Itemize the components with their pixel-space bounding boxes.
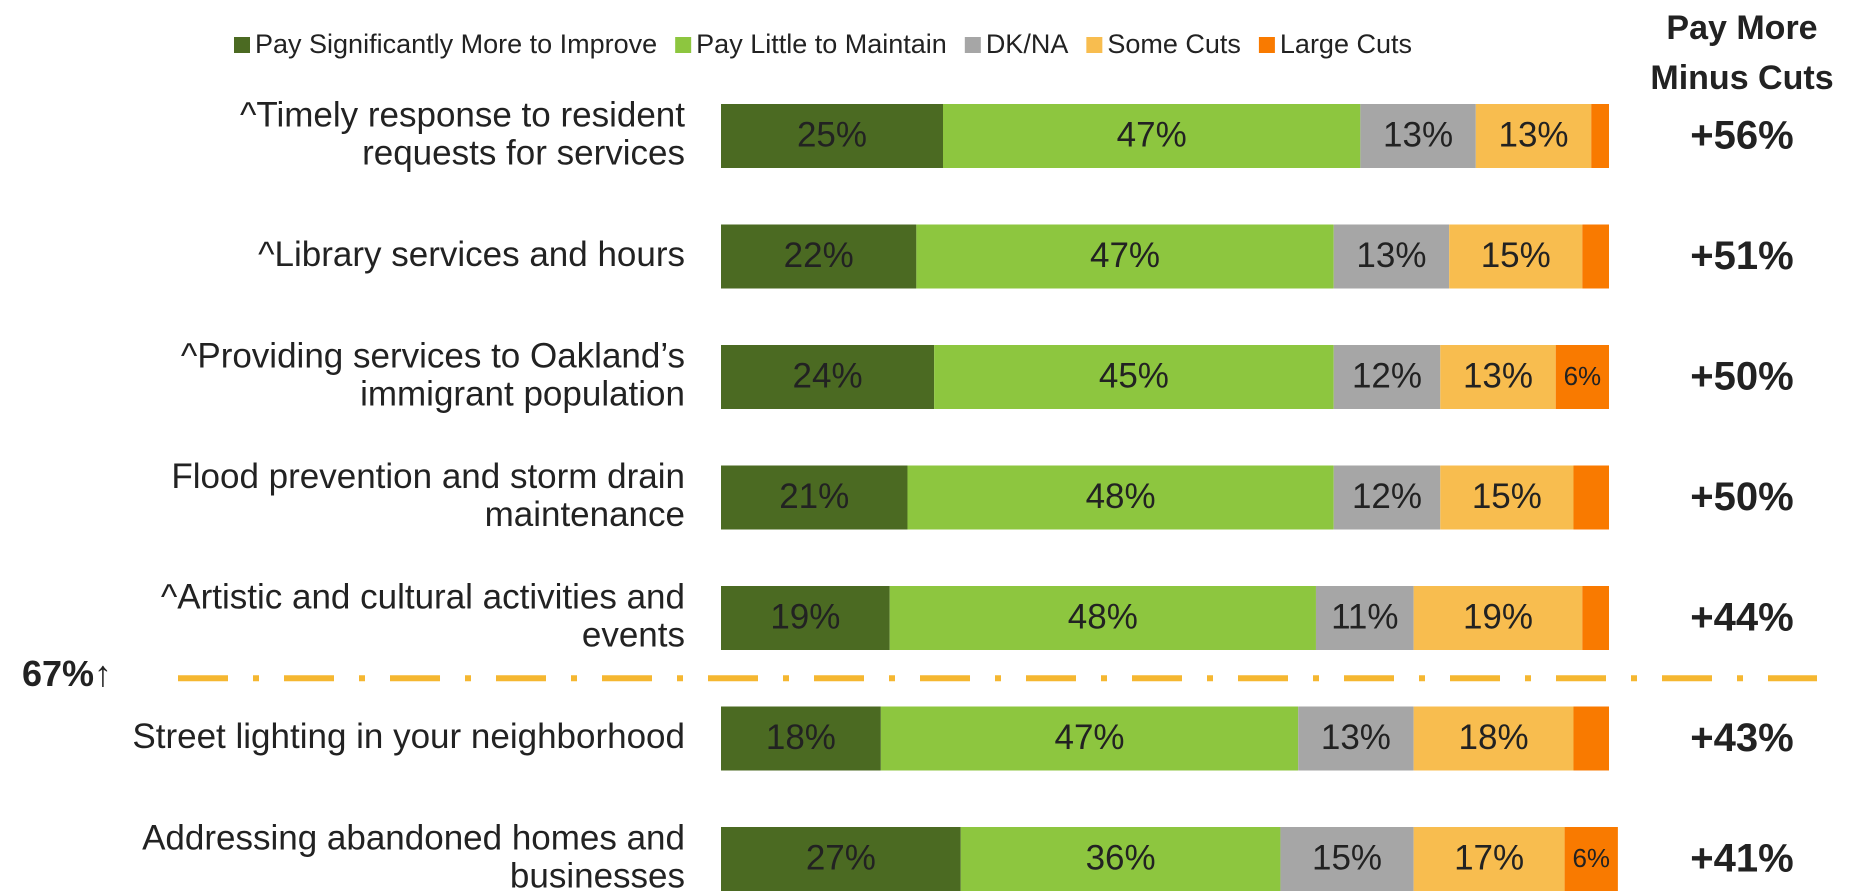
bar-segment (721, 465, 908, 530)
bar-segment (1413, 827, 1565, 891)
category-label: maintenance (485, 495, 685, 534)
data-label: 18% (1459, 718, 1529, 757)
bar-segment (1573, 706, 1609, 771)
bar-segment (1440, 345, 1556, 409)
data-label: 13% (1383, 115, 1453, 154)
category-label: ^Library services and hours (258, 235, 685, 274)
legend-swatch (675, 37, 692, 53)
bar-segment (1315, 586, 1414, 650)
data-label: 13% (1463, 356, 1533, 395)
category-label: requests for services (362, 133, 685, 172)
data-label: 15% (1481, 236, 1551, 275)
bar-segment (1582, 224, 1609, 289)
bar-segment (721, 827, 961, 891)
data-label: 24% (793, 356, 863, 395)
bar-segment (1280, 827, 1414, 891)
net-title: Pay More (1666, 9, 1817, 47)
data-label: 6% (1564, 361, 1602, 391)
legend-label: Large Cuts (1280, 29, 1412, 59)
bar-segment (880, 706, 1299, 771)
category-label: businesses (510, 856, 685, 895)
data-label: 11% (1331, 597, 1398, 636)
bar-segment (907, 465, 1334, 530)
data-label: 12% (1352, 356, 1422, 395)
data-label: 6% (1572, 843, 1610, 873)
net-label: +43% (1690, 716, 1793, 760)
data-label: 18% (766, 718, 836, 757)
bar-segment (1333, 224, 1450, 289)
net-title: Minus Cuts (1650, 59, 1833, 97)
net-label: +51% (1690, 234, 1793, 278)
data-label: 15% (1472, 477, 1542, 516)
bar-segment (1582, 586, 1609, 650)
category-label: Addressing abandoned homes and (142, 818, 685, 857)
bar-segment (960, 827, 1281, 891)
data-label: 36% (1086, 838, 1156, 877)
bar-segment (916, 224, 1334, 289)
category-label: ^Artistic and cultural activities and (161, 577, 685, 616)
legend-swatch (234, 37, 250, 53)
bar-segment (1413, 586, 1583, 650)
bar-segment (1333, 345, 1441, 409)
bar-segment (721, 345, 935, 409)
category-label: events (582, 615, 685, 654)
bar-segment (721, 586, 890, 650)
bar-segment (1573, 465, 1609, 530)
data-label: 25% (797, 115, 867, 154)
bar-segment (1591, 104, 1609, 168)
net-label: +50% (1690, 355, 1793, 399)
bar-segment (1440, 465, 1574, 530)
legend-swatch (964, 37, 981, 53)
legend-label: Some Cuts (1107, 29, 1241, 59)
net-label: +41% (1690, 837, 1793, 881)
bar-segment (1564, 827, 1618, 891)
data-label: 13% (1356, 236, 1426, 275)
legend-label: Pay Little to Maintain (696, 29, 947, 59)
data-label: 48% (1086, 477, 1156, 516)
legend-label: DK/NA (986, 29, 1069, 59)
data-label: 17% (1454, 838, 1524, 877)
bar-segment (943, 104, 1361, 168)
net-label: +44% (1690, 596, 1793, 640)
data-label: 13% (1498, 115, 1568, 154)
bar-segment (1475, 104, 1592, 168)
net-label: +56% (1690, 114, 1793, 158)
bar-segment (1298, 706, 1414, 771)
threshold-label: 67%↑ (22, 653, 112, 694)
data-label: 45% (1099, 356, 1169, 395)
data-label: 47% (1090, 236, 1160, 275)
legend-swatch (1086, 37, 1103, 53)
data-label: 19% (770, 597, 840, 636)
category-label: ^Timely response to resident (240, 95, 685, 134)
data-label: 19% (1463, 597, 1533, 636)
data-label: 27% (806, 838, 876, 877)
data-label: 47% (1054, 718, 1124, 757)
category-label: Flood prevention and storm drain (171, 457, 685, 496)
data-label: 21% (779, 477, 849, 516)
data-label: 15% (1312, 838, 1382, 877)
bar-segment (721, 104, 943, 168)
category-label: Street lighting in your neighborhood (132, 717, 685, 756)
data-label: 13% (1321, 718, 1391, 757)
data-label: 47% (1117, 115, 1187, 154)
bar-segment (721, 224, 917, 289)
legend-label: Pay Significantly More to Improve (255, 29, 657, 59)
legend-swatch (1258, 37, 1275, 53)
data-label: 48% (1068, 597, 1138, 636)
bar-segment (1360, 104, 1476, 168)
bar-segment (934, 345, 1334, 409)
bar-segment (1555, 345, 1609, 409)
bar-segment (889, 586, 1316, 650)
bar-segment (1449, 224, 1583, 289)
category-label: ^Providing services to Oakland’s (181, 336, 685, 375)
bar-segment (1333, 465, 1441, 530)
bar-segment (721, 706, 881, 771)
net-label: +50% (1690, 475, 1793, 519)
data-label: 22% (784, 236, 854, 275)
bar-segment (1413, 706, 1574, 771)
data-label: 12% (1352, 477, 1422, 516)
category-label: immigrant population (360, 374, 685, 413)
